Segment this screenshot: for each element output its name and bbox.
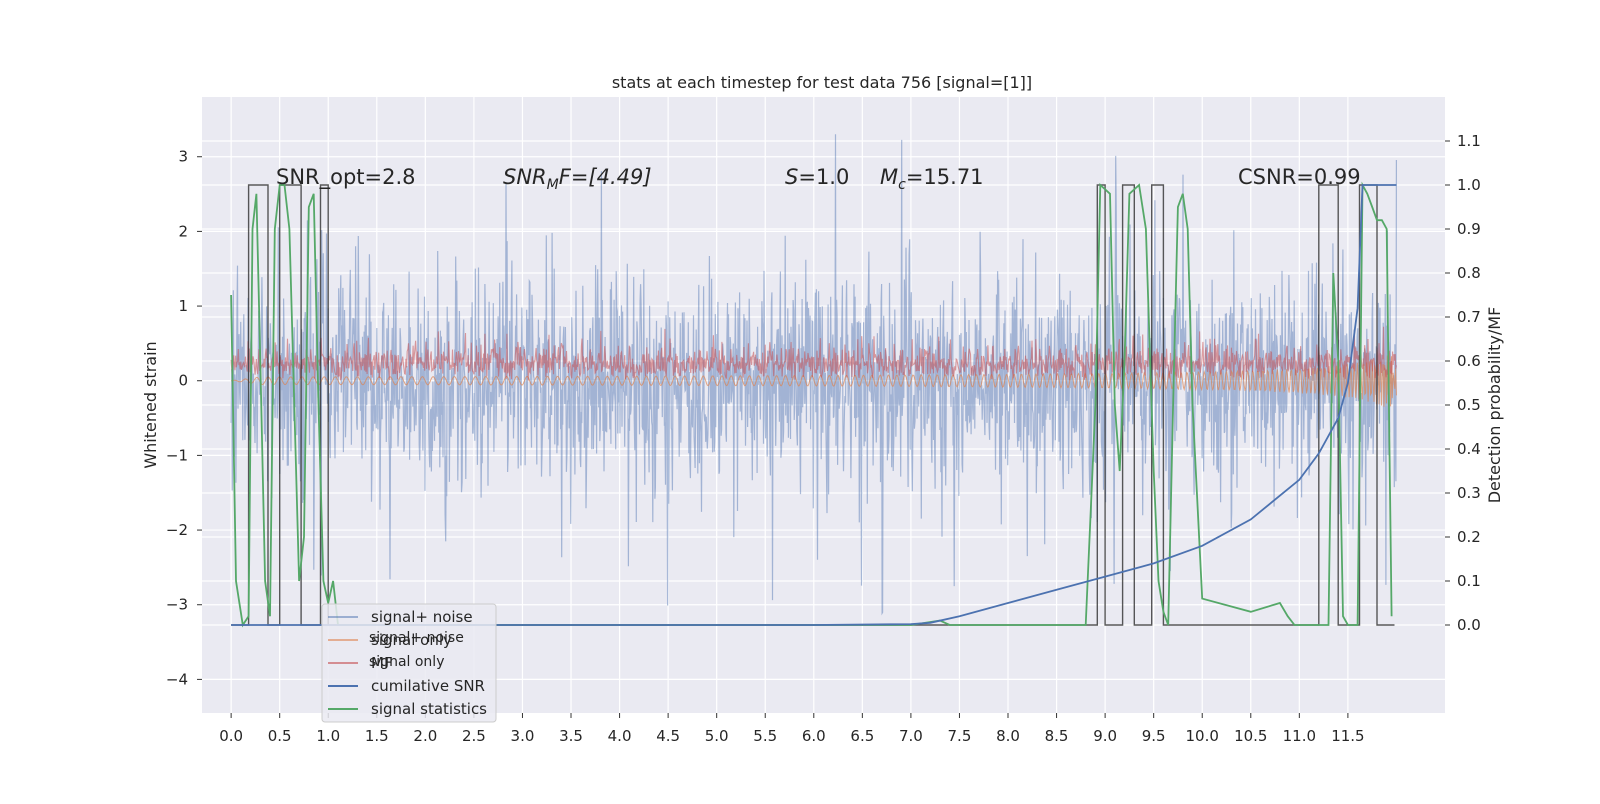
x-tick-label: 4.5 <box>656 727 680 745</box>
x-tick-label: 1.0 <box>316 727 340 745</box>
x-axis-ticks: 0.0 0.5 1.0 1.5 2.0 2.5 3.0 3.5 4.0 4.5 5.0 5.5 6.0 6… <box>219 713 1365 745</box>
x-tick-label: 9.5 <box>1142 727 1166 745</box>
legend-frame <box>321 603 497 723</box>
x-tick-label: 5.5 <box>753 727 777 745</box>
series-layer <box>230 134 1397 628</box>
legend-label-signal-only: signal only <box>371 631 452 649</box>
series-mf <box>230 326 1397 382</box>
x-tick-label: 9.0 <box>1093 727 1117 745</box>
y-left-tick-label: 1 <box>178 297 188 315</box>
series-signal-only <box>231 355 1397 407</box>
annotation-snr-opt: SNR_opt=2.8 <box>276 165 416 190</box>
y-right-tick-label: 0.4 <box>1457 440 1481 458</box>
y-axis-right-label: Detection probability/MF <box>1485 307 1504 504</box>
x-tick-label: 10.0 <box>1186 727 1219 745</box>
x-tick-label: 2.5 <box>462 727 486 745</box>
series-signal-statistics <box>230 181 1393 628</box>
x-tick-label: 6.5 <box>850 727 874 745</box>
x-tick-label: 7.5 <box>948 727 972 745</box>
y-left-tick-label: −3 <box>166 596 188 614</box>
y-left-tick-label: −2 <box>166 521 188 539</box>
y-left-tick-label: 0 <box>178 372 188 390</box>
x-tick-label: 3.0 <box>511 727 535 745</box>
x-tick-label: 11.5 <box>1331 727 1364 745</box>
legend-label-signal-statistics: signal statistics <box>371 700 487 718</box>
legend-ghost-label: signal+ noise <box>369 630 464 646</box>
x-tick-label: 10.5 <box>1234 727 1267 745</box>
x-tick-label: 11.0 <box>1283 727 1316 745</box>
series-signal-noise <box>230 134 1397 616</box>
legend-ghost-label: signal only <box>369 654 444 670</box>
y-right-tick-label: 0.9 <box>1457 220 1481 238</box>
x-tick-label: 8.5 <box>1045 727 1069 745</box>
annotation-snr-mf: SNRMF=[4.49] <box>503 165 652 193</box>
y-right-tick-label: 1.1 <box>1457 132 1481 150</box>
legend: signal+ noise signal only signal+ noise … <box>321 603 497 723</box>
y-right-tick-label: 0.3 <box>1457 484 1481 502</box>
legend-label-mf: MF <box>371 654 393 672</box>
x-tick-label: 0.0 <box>219 727 243 745</box>
annotation-s: S=1.0 <box>785 165 849 189</box>
annotation-mc: Mc=15.71 <box>880 165 984 193</box>
x-tick-label: 2.0 <box>413 727 437 745</box>
y-right-tick-label: 0.5 <box>1457 396 1481 414</box>
x-tick-label: 1.5 <box>365 727 389 745</box>
x-tick-label: 5.0 <box>705 727 729 745</box>
annotations: SNR_opt=2.8 SNRMF=[4.49] S=1.0 Mc=15.71 … <box>276 165 1361 193</box>
x-tick-label: 6.0 <box>802 727 826 745</box>
annotation-csnr: CSNR=0.99 <box>1238 165 1361 189</box>
x-tick-label: 4.0 <box>608 727 632 745</box>
y-left-tick-label: 3 <box>178 148 188 166</box>
x-tick-label: 0.5 <box>268 727 292 745</box>
y-axis-left-ticks: 3 2 1 0 −1 −2 −3 −4 <box>166 148 202 688</box>
x-tick-label: 3.5 <box>559 727 583 745</box>
legend-label-cumulative-snr: cumilative SNR <box>371 677 485 695</box>
y-axis-right-ticks: 1.1 1.0 0.9 0.8 0.7 0.6 0.5 0.4 0.3 0.2 0.1 0.0 <box>1445 132 1481 634</box>
y-right-tick-label: 1.0 <box>1457 176 1481 194</box>
y-right-tick-label: 0.2 <box>1457 528 1481 546</box>
y-left-tick-label: −1 <box>166 446 188 464</box>
y-right-tick-label: 0.7 <box>1457 308 1481 326</box>
y-right-tick-label: 0.1 <box>1457 572 1481 590</box>
y-axis-left-label: Whitened strain <box>141 341 160 468</box>
chart-title: stats at each timestep for test data 756… <box>612 73 1032 92</box>
legend-label-signal-noise: signal+ noise <box>371 608 473 626</box>
y-left-tick-label: 2 <box>178 222 188 240</box>
x-tick-label: 8.0 <box>996 727 1020 745</box>
y-right-tick-label: 0.6 <box>1457 352 1481 370</box>
y-right-tick-label: 0.8 <box>1457 264 1481 282</box>
series-cumulative-snr <box>231 184 1397 626</box>
x-tick-label: 7.0 <box>899 727 923 745</box>
y-right-tick-label: 0.0 <box>1457 616 1481 634</box>
y-left-tick-label: −4 <box>166 670 188 688</box>
